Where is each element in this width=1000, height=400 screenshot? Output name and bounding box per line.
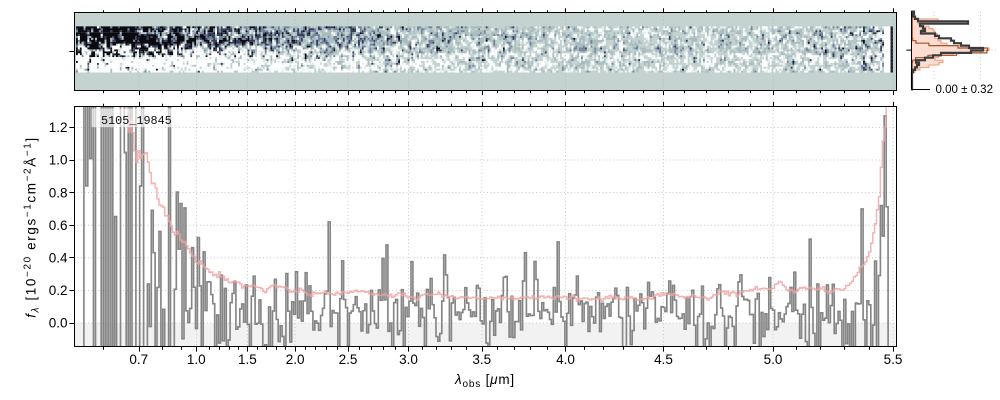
svg-text:0.4: 0.4 bbox=[49, 251, 68, 266]
svg-text:5.5: 5.5 bbox=[884, 352, 903, 367]
svg-text:2.0: 2.0 bbox=[286, 352, 305, 367]
svg-text:3.0: 3.0 bbox=[399, 352, 418, 367]
svg-text:1.5: 1.5 bbox=[238, 352, 257, 367]
svg-text:fλ [10−20 ergs−1cm−2Å−1]: fλ [10−20 ergs−1cm−2Å−1] bbox=[23, 136, 42, 318]
svg-text:0.2: 0.2 bbox=[49, 283, 68, 298]
svg-text:0.7: 0.7 bbox=[129, 352, 148, 367]
svg-text:1.0: 1.0 bbox=[187, 352, 206, 367]
svg-text:0.8: 0.8 bbox=[49, 185, 68, 200]
svg-text:5.0: 5.0 bbox=[764, 352, 783, 367]
svg-text:λobs [μm]: λobs [μm] bbox=[454, 372, 515, 390]
svg-text:4.5: 4.5 bbox=[654, 352, 673, 367]
svg-text:1.2: 1.2 bbox=[49, 120, 68, 135]
svg-text:0.0: 0.0 bbox=[49, 316, 68, 331]
svg-text:2.5: 2.5 bbox=[339, 352, 358, 367]
svg-text:0.00 ± 0.32: 0.00 ± 0.32 bbox=[936, 84, 993, 96]
svg-text:3.5: 3.5 bbox=[472, 352, 491, 367]
svg-text:5105_19845: 5105_19845 bbox=[101, 114, 172, 128]
svg-text:4.0: 4.0 bbox=[556, 352, 575, 367]
svg-text:0.6: 0.6 bbox=[49, 218, 68, 233]
svg-text:1.0: 1.0 bbox=[49, 153, 68, 168]
